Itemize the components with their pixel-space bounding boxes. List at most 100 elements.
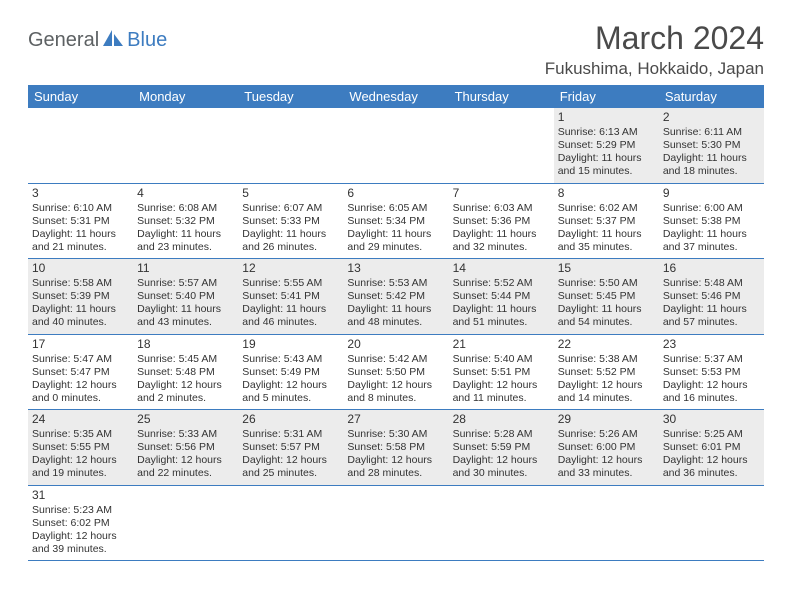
- day-number: 2: [663, 110, 760, 125]
- calendar-day-cell: [449, 485, 554, 561]
- calendar-day-cell: 5Sunrise: 6:07 AMSunset: 5:33 PMDaylight…: [238, 183, 343, 259]
- day-number: 6: [347, 186, 444, 201]
- calendar-week-row: 10Sunrise: 5:58 AMSunset: 5:39 PMDayligh…: [28, 259, 764, 335]
- day-info: Sunrise: 6:13 AMSunset: 5:29 PMDaylight:…: [558, 126, 655, 179]
- day-number: 26: [242, 412, 339, 427]
- day-number: 29: [558, 412, 655, 427]
- weekday-header: Wednesday: [343, 85, 448, 108]
- calendar-day-cell: 1Sunrise: 6:13 AMSunset: 5:29 PMDaylight…: [554, 108, 659, 183]
- day-info: Sunrise: 5:37 AMSunset: 5:53 PMDaylight:…: [663, 353, 760, 406]
- day-info: Sunrise: 5:42 AMSunset: 5:50 PMDaylight:…: [347, 353, 444, 406]
- logo: General Blue: [28, 28, 167, 53]
- day-number: 30: [663, 412, 760, 427]
- calendar-day-cell: 13Sunrise: 5:53 AMSunset: 5:42 PMDayligh…: [343, 259, 448, 335]
- calendar-day-cell: 25Sunrise: 5:33 AMSunset: 5:56 PMDayligh…: [133, 410, 238, 486]
- calendar-day-cell: [238, 108, 343, 183]
- calendar-day-cell: 29Sunrise: 5:26 AMSunset: 6:00 PMDayligh…: [554, 410, 659, 486]
- day-number: 13: [347, 261, 444, 276]
- day-number: 11: [137, 261, 234, 276]
- day-info: Sunrise: 6:03 AMSunset: 5:36 PMDaylight:…: [453, 202, 550, 255]
- calendar-day-cell: [133, 108, 238, 183]
- calendar-day-cell: 7Sunrise: 6:03 AMSunset: 5:36 PMDaylight…: [449, 183, 554, 259]
- day-info: Sunrise: 5:25 AMSunset: 6:01 PMDaylight:…: [663, 428, 760, 481]
- day-info: Sunrise: 5:33 AMSunset: 5:56 PMDaylight:…: [137, 428, 234, 481]
- day-number: 7: [453, 186, 550, 201]
- logo-text-general: General: [28, 29, 99, 52]
- weekday-header: Thursday: [449, 85, 554, 108]
- day-number: 5: [242, 186, 339, 201]
- day-info: Sunrise: 5:28 AMSunset: 5:59 PMDaylight:…: [453, 428, 550, 481]
- day-info: Sunrise: 5:31 AMSunset: 5:57 PMDaylight:…: [242, 428, 339, 481]
- day-number: 9: [663, 186, 760, 201]
- day-number: 23: [663, 337, 760, 352]
- weekday-header-row: Sunday Monday Tuesday Wednesday Thursday…: [28, 85, 764, 108]
- day-number: 17: [32, 337, 129, 352]
- calendar-day-cell: 19Sunrise: 5:43 AMSunset: 5:49 PMDayligh…: [238, 334, 343, 410]
- day-info: Sunrise: 5:58 AMSunset: 5:39 PMDaylight:…: [32, 277, 129, 330]
- calendar-day-cell: [659, 485, 764, 561]
- day-info: Sunrise: 5:57 AMSunset: 5:40 PMDaylight:…: [137, 277, 234, 330]
- day-number: 25: [137, 412, 234, 427]
- calendar-day-cell: 23Sunrise: 5:37 AMSunset: 5:53 PMDayligh…: [659, 334, 764, 410]
- calendar-day-cell: [238, 485, 343, 561]
- calendar-day-cell: [554, 485, 659, 561]
- day-number: 22: [558, 337, 655, 352]
- day-info: Sunrise: 5:53 AMSunset: 5:42 PMDaylight:…: [347, 277, 444, 330]
- day-info: Sunrise: 5:30 AMSunset: 5:58 PMDaylight:…: [347, 428, 444, 481]
- day-info: Sunrise: 6:07 AMSunset: 5:33 PMDaylight:…: [242, 202, 339, 255]
- day-number: 12: [242, 261, 339, 276]
- day-number: 27: [347, 412, 444, 427]
- day-number: 19: [242, 337, 339, 352]
- day-info: Sunrise: 5:23 AMSunset: 6:02 PMDaylight:…: [32, 504, 129, 557]
- calendar-table: Sunday Monday Tuesday Wednesday Thursday…: [28, 85, 764, 561]
- calendar-day-cell: 24Sunrise: 5:35 AMSunset: 5:55 PMDayligh…: [28, 410, 133, 486]
- calendar-day-cell: 9Sunrise: 6:00 AMSunset: 5:38 PMDaylight…: [659, 183, 764, 259]
- day-number: 4: [137, 186, 234, 201]
- calendar-day-cell: 11Sunrise: 5:57 AMSunset: 5:40 PMDayligh…: [133, 259, 238, 335]
- day-number: 10: [32, 261, 129, 276]
- calendar-week-row: 1Sunrise: 6:13 AMSunset: 5:29 PMDaylight…: [28, 108, 764, 183]
- day-number: 16: [663, 261, 760, 276]
- day-info: Sunrise: 6:02 AMSunset: 5:37 PMDaylight:…: [558, 202, 655, 255]
- day-info: Sunrise: 5:43 AMSunset: 5:49 PMDaylight:…: [242, 353, 339, 406]
- calendar-day-cell: 28Sunrise: 5:28 AMSunset: 5:59 PMDayligh…: [449, 410, 554, 486]
- day-number: 24: [32, 412, 129, 427]
- weekday-header: Sunday: [28, 85, 133, 108]
- day-number: 31: [32, 488, 129, 503]
- day-info: Sunrise: 6:10 AMSunset: 5:31 PMDaylight:…: [32, 202, 129, 255]
- calendar-day-cell: 18Sunrise: 5:45 AMSunset: 5:48 PMDayligh…: [133, 334, 238, 410]
- day-number: 18: [137, 337, 234, 352]
- calendar-day-cell: 2Sunrise: 6:11 AMSunset: 5:30 PMDaylight…: [659, 108, 764, 183]
- day-info: Sunrise: 6:08 AMSunset: 5:32 PMDaylight:…: [137, 202, 234, 255]
- day-info: Sunrise: 5:40 AMSunset: 5:51 PMDaylight:…: [453, 353, 550, 406]
- day-number: 20: [347, 337, 444, 352]
- day-info: Sunrise: 5:35 AMSunset: 5:55 PMDaylight:…: [32, 428, 129, 481]
- location: Fukushima, Hokkaido, Japan: [545, 59, 764, 79]
- calendar-week-row: 3Sunrise: 6:10 AMSunset: 5:31 PMDaylight…: [28, 183, 764, 259]
- day-info: Sunrise: 6:05 AMSunset: 5:34 PMDaylight:…: [347, 202, 444, 255]
- month-title: March 2024: [545, 20, 764, 57]
- calendar-day-cell: 3Sunrise: 6:10 AMSunset: 5:31 PMDaylight…: [28, 183, 133, 259]
- calendar-day-cell: 17Sunrise: 5:47 AMSunset: 5:47 PMDayligh…: [28, 334, 133, 410]
- calendar-day-cell: 12Sunrise: 5:55 AMSunset: 5:41 PMDayligh…: [238, 259, 343, 335]
- weekday-header: Friday: [554, 85, 659, 108]
- day-info: Sunrise: 5:50 AMSunset: 5:45 PMDaylight:…: [558, 277, 655, 330]
- calendar-day-cell: 8Sunrise: 6:02 AMSunset: 5:37 PMDaylight…: [554, 183, 659, 259]
- calendar-week-row: 17Sunrise: 5:47 AMSunset: 5:47 PMDayligh…: [28, 334, 764, 410]
- calendar-day-cell: 16Sunrise: 5:48 AMSunset: 5:46 PMDayligh…: [659, 259, 764, 335]
- day-info: Sunrise: 5:38 AMSunset: 5:52 PMDaylight:…: [558, 353, 655, 406]
- calendar-day-cell: 14Sunrise: 5:52 AMSunset: 5:44 PMDayligh…: [449, 259, 554, 335]
- day-number: 14: [453, 261, 550, 276]
- day-number: 28: [453, 412, 550, 427]
- calendar-day-cell: 21Sunrise: 5:40 AMSunset: 5:51 PMDayligh…: [449, 334, 554, 410]
- calendar-day-cell: 10Sunrise: 5:58 AMSunset: 5:39 PMDayligh…: [28, 259, 133, 335]
- calendar-day-cell: 27Sunrise: 5:30 AMSunset: 5:58 PMDayligh…: [343, 410, 448, 486]
- calendar-day-cell: 6Sunrise: 6:05 AMSunset: 5:34 PMDaylight…: [343, 183, 448, 259]
- weekday-header: Tuesday: [238, 85, 343, 108]
- day-number: 15: [558, 261, 655, 276]
- calendar-day-cell: [28, 108, 133, 183]
- calendar-day-cell: 26Sunrise: 5:31 AMSunset: 5:57 PMDayligh…: [238, 410, 343, 486]
- calendar-day-cell: 31Sunrise: 5:23 AMSunset: 6:02 PMDayligh…: [28, 485, 133, 561]
- calendar-day-cell: 22Sunrise: 5:38 AMSunset: 5:52 PMDayligh…: [554, 334, 659, 410]
- title-block: March 2024 Fukushima, Hokkaido, Japan: [545, 20, 764, 79]
